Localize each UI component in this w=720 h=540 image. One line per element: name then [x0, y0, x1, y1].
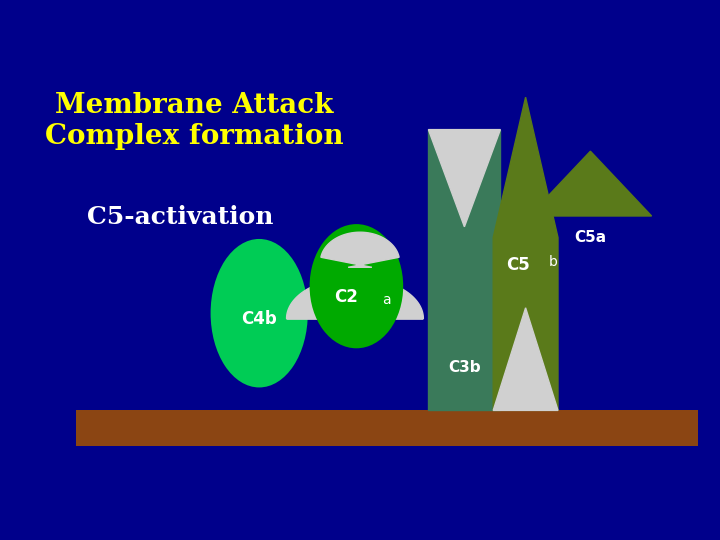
Polygon shape: [529, 151, 652, 216]
Text: C5a: C5a: [575, 230, 606, 245]
Ellipse shape: [310, 224, 403, 348]
Text: a: a: [382, 293, 391, 307]
FancyBboxPatch shape: [76, 410, 698, 445]
Text: Membrane Attack
Complex formation: Membrane Attack Complex formation: [45, 92, 343, 150]
Text: C2: C2: [333, 288, 358, 306]
Text: C5-activation: C5-activation: [86, 205, 274, 229]
Polygon shape: [321, 232, 399, 267]
Polygon shape: [428, 130, 500, 227]
Ellipse shape: [210, 239, 308, 388]
Polygon shape: [493, 97, 558, 410]
Text: C3b: C3b: [448, 360, 481, 375]
Polygon shape: [493, 308, 558, 410]
Text: C4b: C4b: [241, 309, 277, 328]
Text: b: b: [549, 255, 557, 269]
Polygon shape: [428, 130, 500, 410]
Polygon shape: [287, 278, 423, 319]
Text: C5: C5: [507, 255, 530, 274]
